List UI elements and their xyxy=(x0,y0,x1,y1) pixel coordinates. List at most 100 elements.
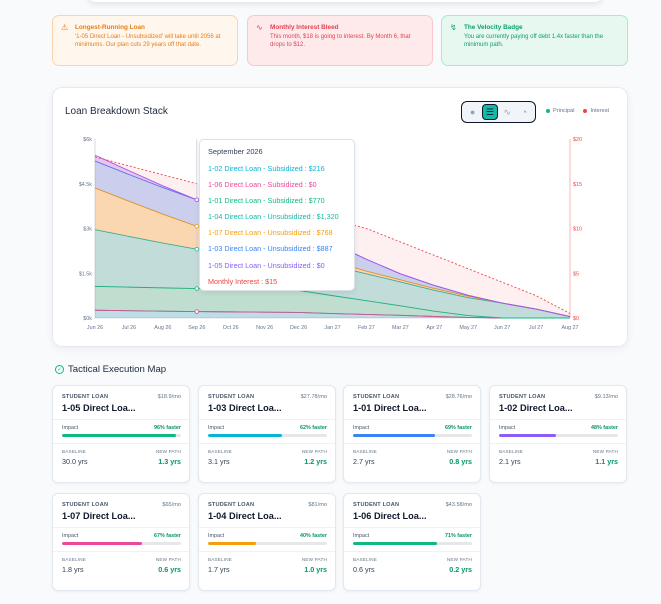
monthly-payment: $81/mo xyxy=(308,502,327,508)
newpath-value: 1.1 yrs xyxy=(595,457,618,466)
loan-card[interactable]: STUDENT LOAN $18.9/mo 1-05 Direct Loa... Im… xyxy=(52,385,190,483)
baseline-value: 1.8 yrs xyxy=(62,565,84,574)
monthly-payment: $43.58/mo xyxy=(445,502,472,508)
tooltip-row: 1-02 Direct Loan - Subsidized : $216 xyxy=(208,164,325,173)
bolt-icon: ↯ xyxy=(450,23,457,32)
tooltip-row: 1-07 Direct Loan - Unsubsidized : $768 xyxy=(208,228,333,238)
monthly-payment: $65/mo xyxy=(162,502,181,508)
alert-body: You are currently paying off debt 1.4x f… xyxy=(464,34,604,49)
loan-name: 1-02 Direct Loa... xyxy=(499,403,573,413)
monthly-payment: $28.76/mo xyxy=(445,394,472,400)
alert-body: This month, $18 is going to interest. By… xyxy=(270,34,411,49)
newpath-label: NEW PATH xyxy=(301,449,327,454)
impact-label: Impact xyxy=(62,425,79,431)
pie-icon[interactable]: ◔ xyxy=(521,107,528,117)
loan-card[interactable]: STUDENT LOAN $9.13/mo 1-02 Direct Loa... Im… xyxy=(489,385,627,483)
loan-kind: STUDENT LOAN xyxy=(499,394,546,400)
baseline-value: 30.0 yrs xyxy=(62,457,88,466)
newpath-value: 0.6 yrs xyxy=(158,565,181,574)
loan-card[interactable]: STUDENT LOAN $28.76/mo 1-01 Direct Loa... I… xyxy=(343,385,481,483)
alert-title: The Velocity Badge xyxy=(464,24,523,31)
impact-label: Impact xyxy=(208,533,225,539)
impact-label: Impact xyxy=(353,425,370,431)
loan-card[interactable]: STUDENT LOAN $65/mo 1-07 Direct Loa... Impa… xyxy=(52,493,190,591)
x-tick: May 27 xyxy=(459,325,477,331)
newpath-value: 1.0 yrs xyxy=(304,565,327,574)
baseline-label: BASELINE xyxy=(62,449,87,454)
chart-title: Loan Breakdown Stack xyxy=(65,106,168,117)
x-tick: Aug 26 xyxy=(154,325,171,331)
y-tick-right: $10 xyxy=(573,227,582,233)
layers-icon[interactable]: ☰ xyxy=(482,104,498,120)
warning-icon: ⚠ xyxy=(61,23,69,32)
impact-bar xyxy=(62,434,181,437)
loan-name: 1-03 Direct Loa... xyxy=(208,403,282,413)
tooltip-row: 1-01 Direct Loan - Subsidized : $770 xyxy=(208,196,325,206)
x-tick: Jun 27 xyxy=(494,325,510,331)
newpath-label: NEW PATH xyxy=(301,557,327,562)
tooltip-title: September 2026 xyxy=(208,147,263,156)
newpath-value: 0.8 yrs xyxy=(449,457,472,466)
impact-label: Impact xyxy=(499,425,516,431)
impact-value: 48% faster xyxy=(591,425,618,431)
baseline-label: BASELINE xyxy=(499,449,524,454)
x-tick: Oct 26 xyxy=(223,325,239,331)
impact-bar xyxy=(208,542,327,545)
alert-title: Monthly Interest Bleed xyxy=(270,24,339,31)
hover-marker xyxy=(194,224,199,229)
x-tick: Jul 26 xyxy=(122,325,136,331)
y-tick-right: $20 xyxy=(573,137,582,143)
circle-icon[interactable]: ● xyxy=(469,107,476,117)
execution-map-heading: Tactical Execution Map xyxy=(68,364,167,375)
y-tick-right: $15 xyxy=(573,182,582,188)
newpath-value: 0.2 yrs xyxy=(449,565,472,574)
x-tick: Jun 26 xyxy=(87,325,103,331)
loan-kind: STUDENT LOAN xyxy=(62,502,109,508)
y-tick-left: $0k xyxy=(83,316,92,322)
loan-card[interactable]: STUDENT LOAN $81/mo 1-04 Direct Loa... Impa… xyxy=(198,493,336,591)
series-line xyxy=(94,309,570,319)
pulse-icon: ∿ xyxy=(256,23,263,32)
y-tick-right: $5 xyxy=(573,271,579,277)
monthly-payment: $18.9/mo xyxy=(157,394,181,400)
newpath-label: NEW PATH xyxy=(155,449,181,454)
loan-name: 1-04 Direct Loa... xyxy=(208,511,282,521)
baseline-value: 2.1 yrs xyxy=(499,457,521,466)
impact-value: 69% faster xyxy=(445,425,472,431)
alert-interest-bleed: ∿ Monthly Interest Bleed This month, $18… xyxy=(247,15,433,66)
impact-bar xyxy=(353,434,472,437)
series-line xyxy=(94,285,570,319)
tooltip-row: 1-06 Direct Loan - Subsidized : $0 xyxy=(208,180,317,190)
newpath-label: NEW PATH xyxy=(592,449,618,454)
loan-card[interactable]: STUDENT LOAN $43.58/mo 1-06 Direct Loa... I… xyxy=(343,493,481,591)
x-tick: Sep 26 xyxy=(188,325,205,331)
loan-kind: STUDENT LOAN xyxy=(208,394,255,400)
loan-kind: STUDENT LOAN xyxy=(353,394,400,400)
baseline-label: BASELINE xyxy=(62,557,87,562)
chart-tooltip: September 2026 1-02 Direct Loan - Subsid… xyxy=(199,139,355,291)
impact-bar xyxy=(353,542,472,545)
legend-interest[interactable]: Interest xyxy=(583,108,609,114)
y-tick-left: $4.5k xyxy=(79,182,92,188)
newpath-value: 1.3 yrs xyxy=(158,457,181,466)
impact-value: 67% faster xyxy=(154,533,181,539)
monthly-payment: $9.13/mo xyxy=(594,394,618,400)
alert-longest-loan: ⚠ Longest-Running Loan '1-05 Direct Loan… xyxy=(52,15,238,66)
impact-label: Impact xyxy=(62,533,79,539)
impact-value: 96% faster xyxy=(154,425,181,431)
loan-kind: STUDENT LOAN xyxy=(62,394,109,400)
alert-body: '1-05 Direct Loan - Unsubsidized' will t… xyxy=(75,34,221,49)
legend-principal[interactable]: Principal xyxy=(546,108,574,114)
loan-kind: STUDENT LOAN xyxy=(208,502,255,508)
legend-principal-label: Principal xyxy=(553,108,575,114)
series-area xyxy=(95,286,570,318)
y-tick-left: $6k xyxy=(83,137,92,143)
hover-marker xyxy=(194,197,199,203)
loan-card[interactable]: STUDENT LOAN $27.78/mo 1-03 Direct Loa... I… xyxy=(198,385,336,483)
chart-legend: Principal Interest xyxy=(546,108,609,114)
impact-bar xyxy=(62,542,181,545)
impact-value: 71% faster xyxy=(445,533,472,539)
y-tick-left: $3k xyxy=(83,227,92,233)
wave-icon[interactable]: ∿ xyxy=(503,106,511,117)
y-tick-right: $0 xyxy=(573,316,579,322)
